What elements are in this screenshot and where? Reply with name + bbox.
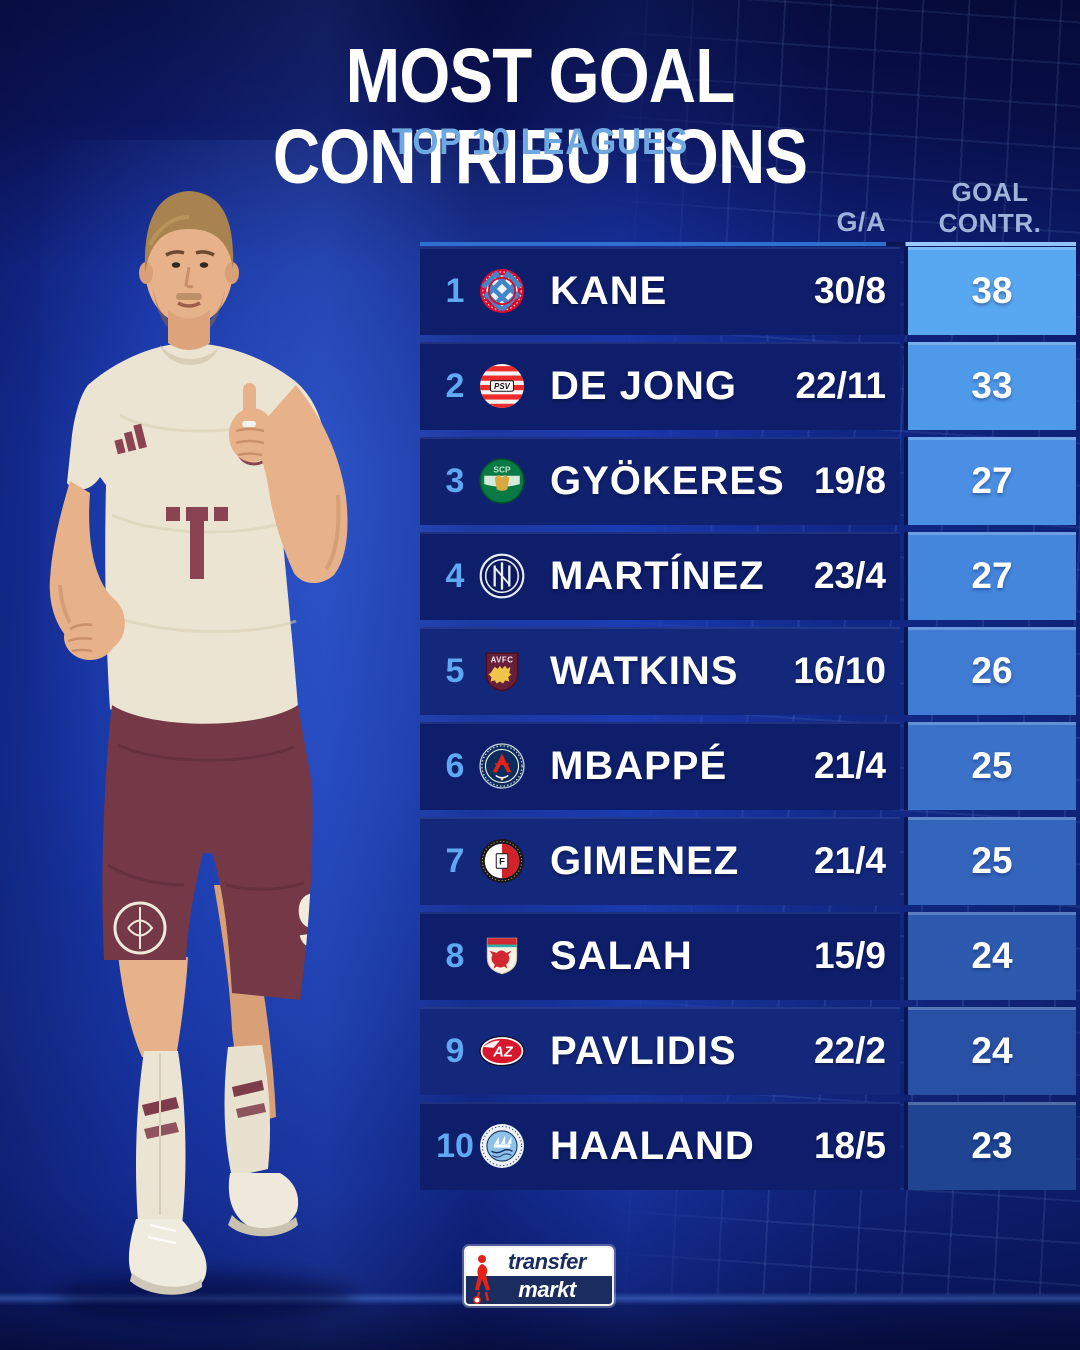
goals-assists-value: 16/10 (793, 650, 886, 691)
goals-assists-value: 30/8 (813, 270, 886, 311)
player-name: SALAH (550, 934, 693, 978)
player-name: GIMENEZ (550, 839, 740, 883)
player-name: MARTÍNEZ (550, 554, 765, 598)
goals-assists-value: 19/8 (813, 460, 886, 501)
rank-number: 2 (445, 367, 465, 405)
goals-assists-value: 21/4 (813, 745, 886, 786)
player-name: PAVLIDIS (550, 1029, 737, 1073)
rank-number: 3 (445, 462, 465, 500)
svg-text:AVFC: AVFC (491, 656, 514, 665)
goal-contributions-value: 27 (904, 532, 1076, 620)
rank-number: 10 (436, 1127, 474, 1165)
transfermarkt-logo-top-text: transfer (466, 1248, 612, 1276)
svg-text:PSV: PSV (494, 382, 510, 391)
rank-number: 6 (445, 747, 465, 785)
goals-assists-value: 15/9 (813, 935, 886, 976)
goals-assists-value: 18/5 (813, 1125, 886, 1166)
player-name: WATKINS (550, 649, 739, 693)
column-header-ga: G/A (836, 207, 886, 237)
bayern-munich-crest-icon (479, 268, 525, 314)
feyenoord-crest-icon: F (479, 838, 525, 884)
table-row: 2 PSV DE JONG 22/11 33 (420, 342, 1076, 430)
goals-assists-value: 23/4 (813, 555, 886, 596)
transfermarkt-logo: transfer markt (464, 1246, 614, 1306)
player-name: MBAPPÉ (550, 744, 728, 788)
table-top-border (420, 242, 1076, 246)
goal-contributions-value: 24 (904, 912, 1076, 1000)
player-name: GYÖKERES (550, 459, 785, 503)
goal-contributions-value: 25 (904, 722, 1076, 810)
goals-assists-value: 21/4 (813, 840, 886, 881)
table-row: 3 SCP GYÖKERES 19/8 27 (420, 437, 1076, 525)
goal-contributions-value: 27 (904, 437, 1076, 525)
svg-text:AZ: AZ (492, 1045, 514, 1061)
table-row: 8 SALAH 15/9 24 (420, 912, 1076, 1000)
goal-contributions-value: 25 (904, 817, 1076, 905)
sporting-cp-crest-icon: SCP (479, 458, 525, 504)
az-alkmaar-crest-icon: AZ (479, 1028, 525, 1074)
row-background (420, 532, 900, 620)
table-row: 7 F GIMENEZ 21/4 25 (420, 817, 1076, 905)
svg-text:SCP: SCP (493, 465, 511, 475)
rank-number: 9 (445, 1032, 465, 1070)
aston-villa-crest-icon: AVFC (479, 648, 525, 694)
player-name: DE JONG (550, 364, 738, 408)
player-name: KANE (550, 269, 668, 313)
table-row: 1 KANE 30/8 38 (420, 247, 1076, 335)
goal-contributions-value: 33 (904, 342, 1076, 430)
goal-contributions-value: 38 (904, 247, 1076, 335)
table-row: 4 MARTÍNEZ 23/4 27 (420, 532, 1076, 620)
table-row: 10 HAALAND 18/5 23 (420, 1102, 1076, 1190)
rank-number: 5 (445, 652, 465, 690)
goal-contributions-value: 23 (904, 1102, 1076, 1190)
table-row: 9 AZ PAVLIDIS 22/2 24 (420, 1007, 1076, 1095)
rank-number: 1 (445, 272, 465, 310)
transfermarkt-logo-bottom-text: markt (466, 1276, 612, 1304)
table-row: 5 AVFC WATKINS 16/10 26 (420, 627, 1076, 715)
ranking-table: 1 KANE 30/8 38 2 PSV DE JONG 22/11 33 3 … (420, 247, 1076, 1197)
svg-text:9: 9 (296, 876, 339, 964)
column-header-contr-line: CONTR. (938, 208, 1042, 238)
psv-eindhoven-crest-icon: PSV (479, 363, 525, 409)
player-name: HAALAND (550, 1124, 755, 1168)
goal-contributions-value: 24 (904, 1007, 1076, 1095)
page-subtitle: TOP 10 LEAGUES (391, 121, 689, 162)
svg-text:F: F (499, 856, 505, 867)
transfermarkt-player-icon (473, 1255, 490, 1304)
column-header-goal-contr: GOAL CONTR. (904, 177, 1076, 239)
goals-assists-value: 22/11 (795, 365, 886, 406)
psg-crest-icon (479, 743, 525, 789)
table-row: 6 MBAPPÉ 21/4 25 (420, 722, 1076, 810)
rank-number: 4 (445, 557, 465, 595)
page-title: MOST GOAL CONTRIBUTIONS (272, 33, 808, 200)
manchester-city-crest-icon (479, 1123, 525, 1169)
liverpool-crest-icon (479, 933, 525, 979)
goal-contributions-value: 26 (904, 627, 1076, 715)
player-image-harry-kane: 9 (49, 191, 355, 1321)
inter-milan-crest-icon (479, 553, 525, 599)
rank-number: 7 (445, 842, 465, 880)
column-header-goal-line: GOAL (951, 177, 1029, 207)
goals-assists-value: 22/2 (813, 1030, 886, 1071)
rank-number: 8 (445, 937, 465, 975)
